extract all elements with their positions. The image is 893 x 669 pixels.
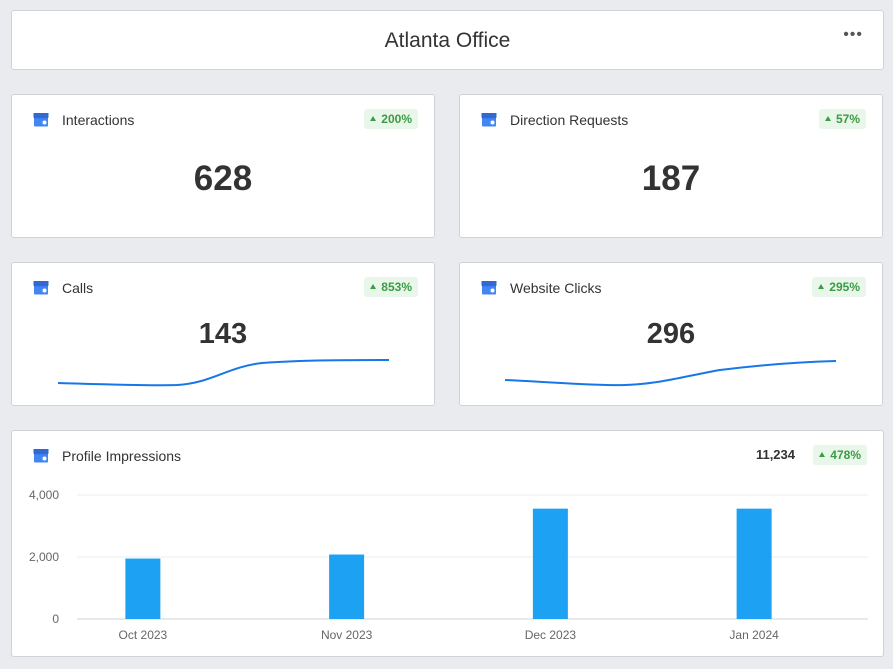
sparkline-path <box>504 360 837 387</box>
bar[interactable] <box>532 508 568 619</box>
card-title: Profile Impressions <box>62 448 182 464</box>
bar[interactable] <box>736 508 772 619</box>
up-arrow-icon <box>819 452 826 457</box>
metric-value: 187 <box>641 159 701 198</box>
change-value: 57% <box>835 112 860 126</box>
y-tick-label: 0 <box>52 612 59 626</box>
x-tick-label: Jan 2024 <box>729 628 779 642</box>
change-badge: 200% <box>364 109 418 129</box>
up-arrow-icon <box>818 284 825 289</box>
direction-requests-card: Direction Requests 57% 187 <box>459 94 883 238</box>
impressions-bar-chart: 0 2,000 4,000 Oct 2023 Nov 2023 Dec 2023 Jan 2… <box>29 488 868 642</box>
more-options-button[interactable]: ••• <box>843 26 863 43</box>
change-badge: 57% <box>818 109 866 129</box>
website-clicks-sparkline <box>504 360 837 387</box>
metric-value: 296 <box>646 318 696 350</box>
business-profile-icon <box>33 449 49 463</box>
change-value: 853% <box>381 280 412 294</box>
business-profile-icon <box>481 113 497 127</box>
total-value: 11,234 <box>755 447 795 462</box>
metric-value: 143 <box>198 318 248 350</box>
website-clicks-card: Website Clicks 295% 296 <box>459 262 883 406</box>
bar[interactable] <box>125 558 161 619</box>
calls-card: Calls 853% 143 <box>11 262 435 406</box>
metric-value: 628 <box>193 159 253 198</box>
change-badge: 853% <box>364 277 418 297</box>
change-badge: 295% <box>812 277 866 297</box>
business-profile-icon <box>33 113 49 127</box>
page-title: Atlanta Office <box>384 29 511 52</box>
x-tick-label: Oct 2023 <box>119 628 168 642</box>
sparkline-path <box>57 359 390 387</box>
up-arrow-icon <box>824 116 831 121</box>
y-tick-label: 2,000 <box>29 550 59 564</box>
x-tick-label: Nov 2023 <box>321 628 373 642</box>
change-badge: 478% <box>813 445 867 465</box>
y-tick-label: 4,000 <box>29 488 59 502</box>
card-title: Interactions <box>62 112 135 128</box>
x-tick-label: Dec 2023 <box>525 628 577 642</box>
change-value: 200% <box>381 112 412 126</box>
business-profile-icon <box>481 281 497 295</box>
interactions-card: Interactions 200% 628 <box>11 94 435 238</box>
up-arrow-icon <box>370 116 377 121</box>
calls-sparkline <box>57 359 390 387</box>
card-title: Direction Requests <box>510 112 629 128</box>
card-title: Calls <box>62 280 94 296</box>
up-arrow-icon <box>370 284 377 289</box>
business-profile-icon <box>33 281 49 295</box>
change-value: 478% <box>830 448 861 462</box>
header-card: Atlanta Office ••• <box>11 10 884 70</box>
change-value: 295% <box>829 280 860 294</box>
bar[interactable] <box>329 554 365 619</box>
card-title: Website Clicks <box>510 280 602 296</box>
profile-impressions-card: Profile Impressions 11,234 478% 0 2,000 4,… <box>11 430 884 657</box>
